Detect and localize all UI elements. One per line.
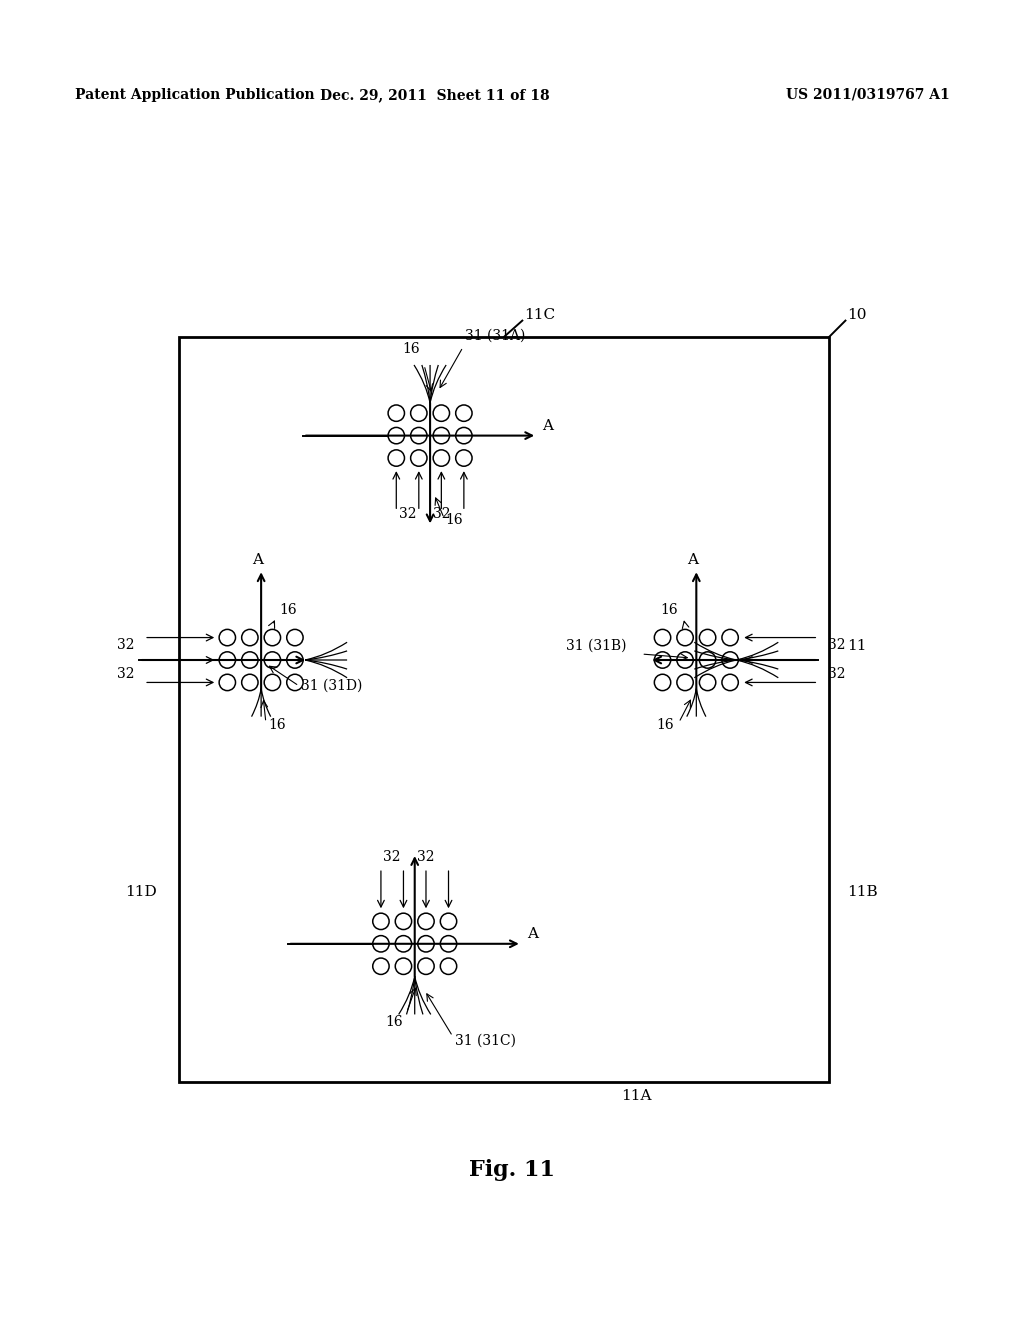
- Text: 32: 32: [828, 667, 846, 681]
- Text: 16: 16: [660, 603, 678, 618]
- Text: 16: 16: [402, 342, 420, 356]
- Text: 11A: 11A: [622, 1089, 652, 1104]
- Text: 16: 16: [280, 603, 297, 618]
- Text: A: A: [687, 553, 697, 568]
- Text: 32: 32: [417, 850, 435, 865]
- Text: 16: 16: [385, 1015, 402, 1030]
- Text: 32: 32: [398, 507, 417, 521]
- Text: 16: 16: [656, 718, 674, 731]
- Text: 11D: 11D: [126, 884, 158, 899]
- Text: 32: 32: [828, 638, 846, 652]
- Text: Dec. 29, 2011  Sheet 11 of 18: Dec. 29, 2011 Sheet 11 of 18: [321, 88, 550, 102]
- Text: 32: 32: [117, 667, 134, 681]
- Text: 16: 16: [268, 718, 286, 731]
- Bar: [179, 337, 829, 1082]
- Text: A: A: [526, 927, 538, 941]
- Text: 32: 32: [383, 850, 401, 865]
- Text: 11C: 11C: [524, 308, 555, 322]
- Text: 31 (31A): 31 (31A): [465, 329, 525, 343]
- Text: 16: 16: [445, 513, 463, 527]
- Text: US 2011/0319767 A1: US 2011/0319767 A1: [786, 88, 950, 102]
- Text: Fig. 11: Fig. 11: [469, 1159, 555, 1181]
- Text: 11: 11: [848, 639, 867, 653]
- Text: 11B: 11B: [848, 884, 878, 899]
- Text: 31 (31C): 31 (31C): [455, 1034, 516, 1048]
- Text: 10: 10: [848, 308, 867, 322]
- Text: 32: 32: [432, 507, 451, 521]
- Text: Patent Application Publication: Patent Application Publication: [75, 88, 314, 102]
- Text: A: A: [252, 553, 262, 568]
- Text: A: A: [542, 418, 553, 433]
- Text: 32: 32: [117, 638, 134, 652]
- Text: 31 (31B): 31 (31B): [566, 639, 627, 653]
- Text: 31 (31D): 31 (31D): [301, 678, 362, 693]
